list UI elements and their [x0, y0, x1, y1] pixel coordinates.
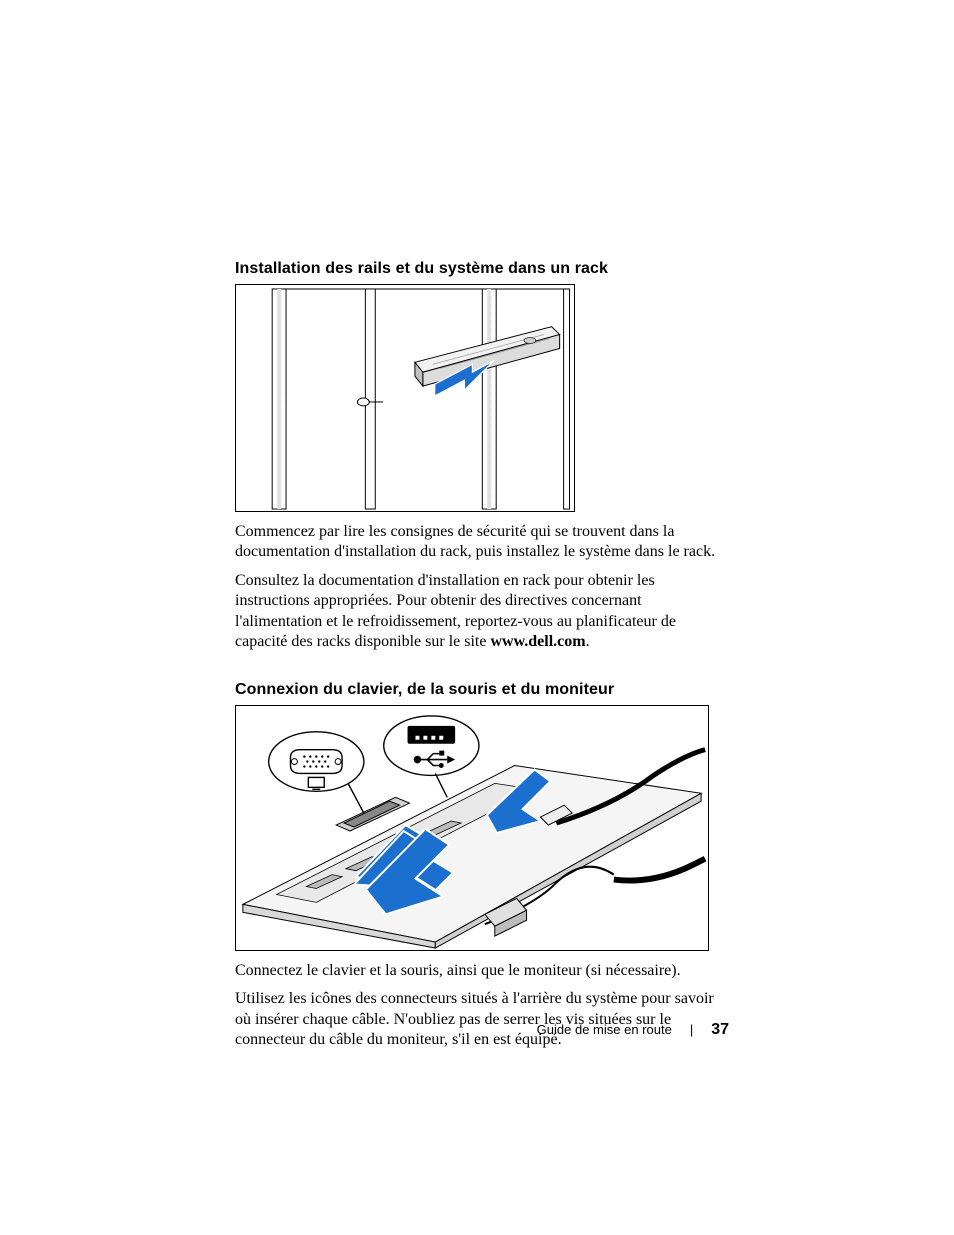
page-number: 37 [711, 1021, 729, 1039]
para-rack-2-url: www.dell.com [490, 633, 585, 650]
footer-separator: | [690, 1022, 693, 1037]
para-rack-2-suffix: . [586, 633, 590, 650]
para-rack-2-prefix: Consultez la documentation d'installatio… [235, 572, 676, 650]
para-rack-1: Commencez par lire les consignes de sécu… [235, 522, 729, 563]
figure-rack-install [235, 284, 575, 512]
para-kvm-2: Utilisez les icônes des connecteurs situ… [235, 989, 729, 1050]
figure-kvm-connect [235, 705, 709, 951]
heading-rack-install: Installation des rails et du système dan… [235, 260, 729, 278]
para-kvm-1: Connectez le clavier et la souris, ainsi… [235, 961, 729, 981]
heading-kvm-connect: Connexion du clavier, de la souris et du… [235, 681, 729, 699]
document-page: Installation des rails et du système dan… [0, 0, 954, 1235]
footer-title: Guide de mise en route [537, 1022, 672, 1037]
para-rack-2: Consultez la documentation d'installatio… [235, 571, 729, 653]
page-footer: Guide de mise en route | 37 [537, 1021, 729, 1039]
